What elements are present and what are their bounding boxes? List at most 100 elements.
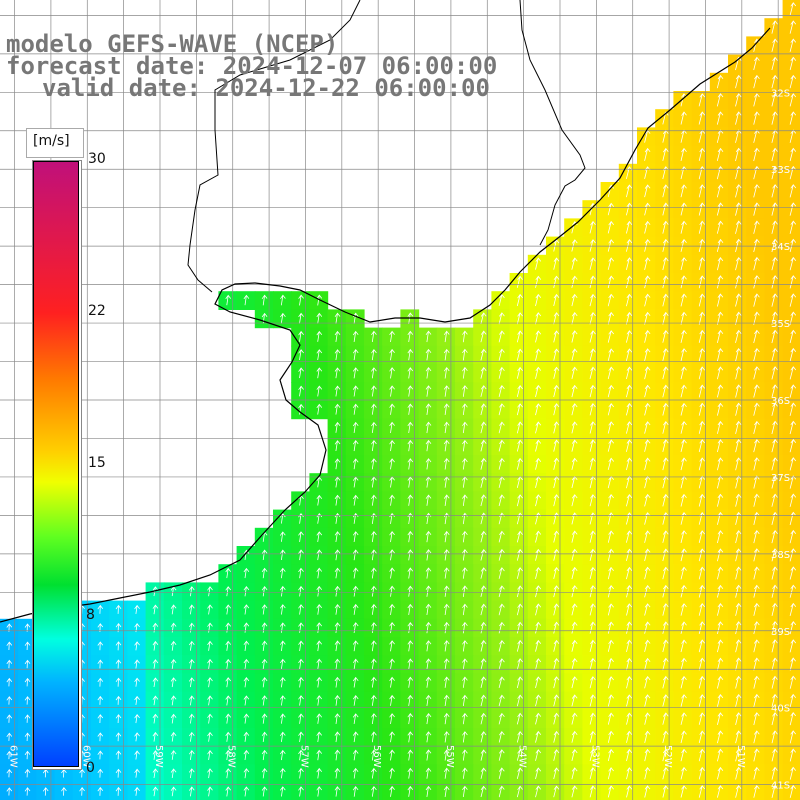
wind-arrow: [425, 694, 432, 706]
wind-arrow: [789, 657, 797, 671]
wind-arrow: [735, 548, 742, 562]
wind-arrow: [243, 549, 250, 560]
wind-arrow: [571, 730, 578, 743]
wind-arrow: [371, 349, 377, 361]
wind-arrow: [589, 239, 596, 252]
wind-arrow: [680, 311, 687, 325]
wind-arrow: [298, 786, 304, 797]
wind-arrow: [662, 257, 669, 271]
wind-arrow: [698, 748, 706, 762]
wind-arrow: [607, 202, 615, 216]
wind-arrow: [644, 439, 651, 452]
valid-date: valid date: 2024-12-22 06:00:00: [42, 74, 490, 102]
wind-arrow: [371, 403, 377, 415]
wind-arrow: [644, 348, 651, 361]
wind-arrow: [789, 184, 797, 198]
wind-arrow: [24, 714, 31, 723]
wind-arrow: [771, 256, 778, 271]
wind-arrow: [6, 696, 13, 705]
wind-arrow: [753, 566, 760, 580]
wind-arrow: [662, 566, 669, 580]
wind-arrow: [753, 420, 760, 434]
wind-arrow: [771, 38, 778, 52]
wind-arrow: [771, 493, 778, 507]
wind-arrow: [134, 695, 140, 705]
wind-arrow: [334, 494, 341, 506]
wind-arrow: [261, 604, 268, 615]
wind-arrow: [626, 639, 633, 652]
longitude-label: 54W: [517, 745, 528, 768]
wind-arrow: [279, 658, 286, 670]
wind-arrow: [425, 530, 432, 543]
wind-arrow: [662, 275, 669, 289]
wind-arrow: [443, 603, 450, 616]
wind-arrow: [334, 567, 341, 579]
wind-arrow: [644, 421, 651, 434]
wind-arrow: [789, 56, 797, 71]
longitude-label: 61W: [8, 745, 19, 768]
wind-arrow: [280, 312, 286, 324]
wind-arrow: [644, 293, 651, 307]
wind-arrow: [698, 457, 706, 471]
wind-arrow: [480, 549, 487, 561]
wind-arrow: [334, 731, 341, 743]
wind-arrow: [553, 293, 560, 307]
wind-arrow: [698, 257, 706, 271]
wind-arrow: [644, 239, 651, 252]
wind-arrow: [589, 639, 596, 652]
wind-arrow: [753, 730, 760, 744]
wind-arrow: [607, 384, 615, 398]
wind-arrow: [698, 220, 706, 234]
wind-arrow: [352, 458, 359, 470]
wind-arrow: [553, 603, 560, 616]
wind-arrow: [6, 787, 13, 796]
wind-arrow: [771, 111, 778, 125]
wind-arrow: [516, 785, 523, 798]
wind-arrow: [389, 640, 395, 652]
wind-arrow: [425, 458, 432, 470]
wind-arrow: [753, 74, 760, 89]
wind-arrow: [443, 676, 450, 688]
wind-arrow: [662, 184, 669, 198]
wind-arrow: [717, 329, 724, 343]
wind-arrow: [553, 403, 560, 416]
wind-arrow: [407, 567, 414, 579]
wind-arrow: [644, 129, 651, 143]
wind-arrow: [771, 56, 778, 71]
wind-arrow: [735, 348, 742, 362]
wind-arrow: [698, 493, 706, 507]
model-title: modelo GEFS-WAVE (NCEP): [6, 30, 339, 58]
wind-arrow: [243, 294, 250, 306]
wind-arrow: [316, 640, 323, 652]
wind-arrow: [316, 330, 323, 342]
wind-arrow: [589, 657, 596, 671]
wind-arrow: [535, 257, 542, 270]
wind-arrow: [462, 712, 468, 725]
latitude-labels: 32S 33S 34S 35S 36S 37S 38S 39S 40S 41S: [771, 88, 790, 791]
wind-arrow: [553, 348, 560, 361]
wind-arrow: [589, 566, 596, 580]
wind-arrow: [516, 348, 523, 361]
wind-arrow: [516, 694, 523, 707]
wind-arrow: [115, 786, 122, 796]
wind-arrow: [371, 367, 377, 379]
wind-arrow: [680, 548, 687, 562]
wind-arrow: [316, 786, 323, 797]
wind-arrow: [352, 786, 359, 797]
wind-arrow: [535, 567, 542, 579]
colorbar-tick-0: 0: [86, 760, 95, 776]
wind-arrow: [134, 750, 140, 760]
wind-arrow: [425, 367, 432, 379]
wind-arrow: [443, 658, 450, 670]
wind-arrow: [389, 658, 395, 670]
wind-arrow: [753, 712, 760, 726]
wind-arrow: [735, 475, 742, 489]
wind-arrow: [789, 566, 797, 580]
wind-arrow: [225, 640, 232, 651]
wind-arrow: [535, 621, 542, 634]
wind-arrow: [680, 184, 687, 198]
wind-arrow: [662, 493, 669, 507]
wind-arrow: [225, 713, 232, 724]
wind-arrow: [789, 238, 797, 253]
